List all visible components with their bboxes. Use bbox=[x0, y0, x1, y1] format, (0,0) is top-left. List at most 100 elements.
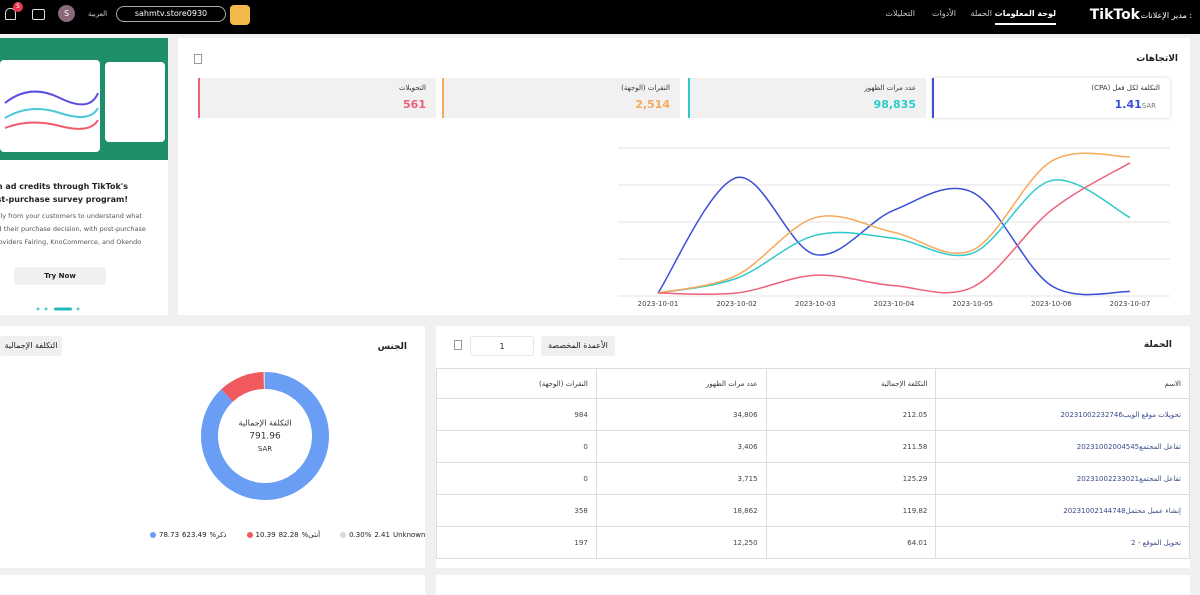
table-cell: 211.58 bbox=[765, 430, 937, 463]
table-cell: 0 bbox=[436, 462, 597, 495]
nav-item[interactable]: الأدوات bbox=[932, 9, 956, 18]
table-row: تفاعل المجتمع20231002004545 211.58 3,406 0 bbox=[436, 430, 1190, 463]
table-cell: 212.05 bbox=[765, 398, 937, 431]
metric-card[interactable]: عدد مرات الظهور 98,835 bbox=[688, 78, 926, 118]
carousel-dots[interactable] bbox=[36, 304, 82, 311]
series-line bbox=[657, 176, 1131, 296]
promo-title: to $5,000 in ad credits through TikTok's… bbox=[0, 180, 128, 206]
section-title: الجنس bbox=[377, 342, 407, 352]
x-tick-label: 2023-10-02 bbox=[716, 300, 757, 308]
nav-item[interactable]: الحملة bbox=[970, 9, 992, 18]
promo-title-line: to $5,000 in ad credits through TikTok's bbox=[0, 182, 128, 191]
metric-name: التكلفة لكل فعل (CPA) bbox=[1091, 84, 1160, 92]
custom-columns-button[interactable]: الأعمدة المخصصة bbox=[541, 336, 615, 356]
promo-card: to $5,000 in ad credits through TikTok's… bbox=[0, 38, 168, 315]
metric-number: 98,835 bbox=[873, 98, 916, 111]
pagination[interactable]: 1 bbox=[470, 336, 534, 356]
line-chart: 2023-10-01 2023-10-02 2023-10-03 2023-10-04… bbox=[618, 147, 1170, 308]
center-total: 791.96 bbox=[249, 432, 281, 442]
next-card bbox=[436, 575, 1190, 595]
table-row: تحويلات موقع الويب20231002232746 212.05 34… bbox=[436, 398, 1190, 431]
series-line bbox=[657, 152, 1131, 294]
legend-amount: 2.41 bbox=[374, 531, 390, 539]
campaign-table: الاسم التكلفة الإجمالية عدد مرات الظهور الن… bbox=[436, 368, 1190, 559]
table-row: إنشاء عميل محتمل20231002144748 119.82 18,8… bbox=[436, 494, 1190, 527]
table-cell: 119.82 bbox=[765, 494, 937, 527]
table-row: تفاعل المجتمع20231002233021 125.29 3,715 0 bbox=[436, 462, 1190, 495]
table-cell: 358 bbox=[436, 494, 597, 527]
center-label: التكلفة الإجمالية bbox=[239, 419, 292, 429]
table-cell: 64.01 bbox=[765, 526, 937, 559]
promo-line: aced their purchase decision, with post-… bbox=[0, 225, 146, 233]
nav-item[interactable]: التحليلات bbox=[885, 9, 915, 18]
pie-slice bbox=[263, 372, 265, 390]
x-tick-label: 2023-10-05 bbox=[952, 300, 993, 308]
campaign-name: إنشاء عميل محتمل20231002144748 bbox=[935, 494, 1190, 527]
export-icon[interactable] bbox=[454, 340, 462, 350]
promo-title-line: post-purchase survey program! bbox=[0, 195, 128, 204]
metric-card[interactable]: التكلفة لكل فعل (CPA) 1.41SAR bbox=[932, 78, 1170, 118]
table-cell: 3,406 bbox=[595, 430, 767, 463]
bell-icon[interactable] bbox=[5, 8, 16, 20]
legend-name: %أنثى bbox=[301, 531, 321, 539]
legend-item: 0.30% 2.41 Unknown bbox=[340, 531, 425, 539]
top-bar: TikTok : مدير الإعلانات لوحة المعلومات ا… bbox=[0, 0, 1200, 34]
metric-value: 1.41SAR bbox=[944, 98, 1160, 111]
table-row: تحويل الموقع - 2 64.01 12,250 197 bbox=[436, 526, 1190, 559]
gender-card: الجنس التكلفة الإجمالية bbox=[0, 326, 425, 568]
legend-dot bbox=[246, 532, 253, 538]
metric-dropdown[interactable]: التكلفة الإجمالية bbox=[0, 336, 62, 356]
metric-value: 561 bbox=[210, 98, 426, 111]
avatar[interactable]: S bbox=[58, 5, 75, 22]
account-selector[interactable]: sahmtv.store0930 bbox=[116, 6, 226, 22]
metric-card[interactable]: النقرات (الوجهة) 2,514 bbox=[442, 78, 680, 118]
promo-description: irectly from your customers to understan… bbox=[0, 210, 156, 249]
series-line bbox=[657, 179, 1131, 294]
language[interactable]: العربية bbox=[88, 10, 108, 18]
notification-badge: 5 bbox=[13, 2, 23, 12]
table-cell: 984 bbox=[436, 398, 597, 431]
gift-icon[interactable] bbox=[230, 5, 250, 25]
table-cell: 34,806 bbox=[595, 398, 767, 431]
x-tick-label: 2023-10-06 bbox=[1031, 300, 1072, 308]
legend-amount: 82.28 bbox=[278, 531, 299, 539]
promo-image bbox=[0, 38, 168, 160]
legend-dot bbox=[150, 532, 156, 538]
pie-slice bbox=[221, 372, 265, 402]
mail-icon[interactable] bbox=[32, 9, 45, 20]
section-title: الحملة bbox=[1143, 340, 1172, 350]
x-tick-label: 2023-10-01 bbox=[638, 300, 679, 308]
legend-percent: 10.39 bbox=[255, 531, 276, 539]
campaign-name: تحويلات موقع الويب20231002232746 bbox=[935, 398, 1190, 431]
x-tick-label: 2023-10-07 bbox=[1110, 300, 1151, 308]
column-header: عدد مرات الظهور bbox=[595, 368, 767, 399]
export-icon[interactable] bbox=[194, 54, 202, 64]
metric-name: عدد مرات الظهور bbox=[864, 84, 916, 92]
metric-name: النقرات (الوجهة) bbox=[621, 84, 670, 92]
brand: TikTok bbox=[1089, 7, 1140, 23]
series-line bbox=[657, 162, 1131, 296]
campaign-name: تحويل الموقع - 2 bbox=[935, 526, 1190, 559]
x-tick-label: 2023-10-03 bbox=[795, 300, 836, 308]
pie-legend: 78.73 623.49 %ذكر 10.39 82.28 %أنثى 0.30% 2.41 U… bbox=[150, 531, 425, 539]
promo-line: y providers Fairing, KnoCommerce, and Ok… bbox=[0, 238, 142, 246]
product-name: : مدير الإعلانات bbox=[1140, 11, 1192, 20]
legend-name: Unknown bbox=[392, 531, 426, 539]
legend-item: 78.73 623.49 %ذكر bbox=[150, 531, 227, 539]
next-card bbox=[0, 575, 425, 595]
metric-unit: SAR bbox=[1141, 102, 1156, 110]
metric-value: 2,514 bbox=[454, 98, 670, 111]
table-cell: 0 bbox=[436, 430, 597, 463]
campaign-name: تفاعل المجتمع20231002233021 bbox=[935, 462, 1190, 495]
legend-percent: 78.73 bbox=[159, 531, 180, 539]
legend-amount: 623.49 bbox=[182, 531, 207, 539]
nav-item[interactable]: لوحة المعلومات bbox=[994, 9, 1056, 25]
column-header: التكلفة الإجمالية bbox=[765, 368, 937, 399]
header-row: الاسم التكلفة الإجمالية عدد مرات الظهور الن… bbox=[436, 368, 1190, 399]
metric-card[interactable]: التحويلات 561 bbox=[198, 78, 436, 118]
try-now-button[interactable]: Try Now bbox=[14, 267, 106, 285]
table-cell: 18,862 bbox=[595, 494, 767, 527]
pie-chart: التكلفة الإجمالية 791.96 SAR bbox=[201, 372, 330, 500]
